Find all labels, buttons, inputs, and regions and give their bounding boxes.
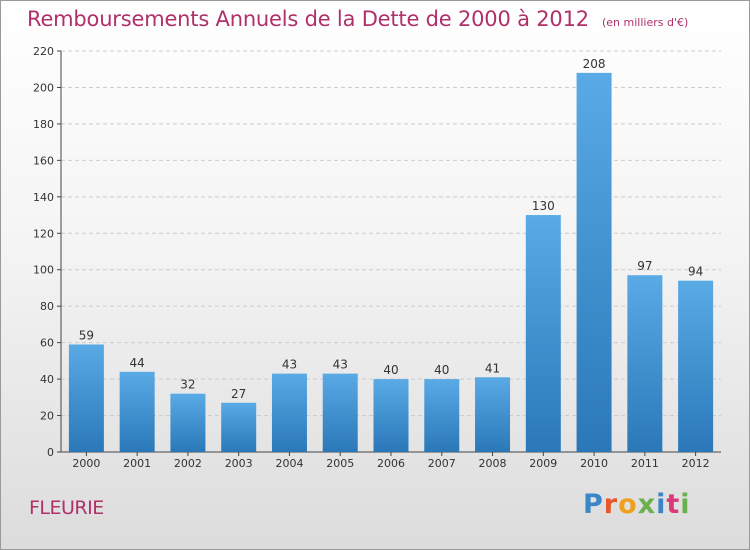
bar-2008: [475, 377, 511, 452]
y-tick-label: 200: [33, 81, 54, 94]
x-tick-label-2012: 2012: [682, 457, 710, 470]
y-tick-label: 80: [40, 300, 54, 313]
x-tick-label-2011: 2011: [631, 457, 659, 470]
x-tick-label-2000: 2000: [72, 457, 100, 470]
value-label-2008: 41: [485, 361, 500, 375]
value-label-2007: 40: [434, 363, 449, 377]
y-tick-label: 140: [33, 191, 54, 204]
title-row: Remboursements Annuels de la Dette de 20…: [27, 7, 688, 31]
value-label-2005: 43: [333, 358, 348, 372]
bar-2012: [678, 280, 714, 452]
y-tick-label: 40: [40, 373, 54, 386]
bar-2001: [119, 371, 155, 452]
x-tick-label-2007: 2007: [428, 457, 456, 470]
x-tick-label-2004: 2004: [275, 457, 303, 470]
x-tick-label-2005: 2005: [326, 457, 354, 470]
value-label-2011: 97: [637, 259, 652, 273]
value-label-2003: 27: [231, 387, 246, 401]
y-tick-label: 20: [40, 410, 54, 423]
value-label-2001: 44: [130, 356, 145, 370]
value-label-2004: 43: [282, 358, 297, 372]
x-tick-label-2010: 2010: [580, 457, 608, 470]
bar-2007: [424, 379, 460, 452]
logo-letter: i: [656, 489, 667, 520]
labels: 0 20 40 60 80 100 120 140 160 180 200 220 59 2000 44 20…: [33, 45, 710, 470]
logo-letter: i: [680, 489, 691, 520]
bar-2011: [627, 275, 663, 452]
y-tick-label: 160: [33, 154, 54, 167]
x-tick-label-2009: 2009: [529, 457, 557, 470]
value-label-2010: 208: [583, 57, 606, 71]
x-tick-label-2003: 2003: [225, 457, 253, 470]
y-tick-label: 120: [33, 227, 54, 240]
logo-letter: P: [583, 489, 604, 520]
value-label-2002: 32: [180, 378, 195, 392]
chart-title: Remboursements Annuels de la Dette de 20…: [27, 7, 589, 31]
y-tick-label: 100: [33, 264, 54, 277]
bar-2005: [322, 373, 358, 452]
logo-letter: t: [666, 489, 681, 520]
bar-2000: [68, 344, 104, 452]
x-tick-label-2008: 2008: [479, 457, 507, 470]
logo-letter: x: [637, 489, 657, 520]
bar-2003: [221, 402, 257, 452]
commune-name: FLEURIE: [29, 497, 104, 519]
x-tick-label-2002: 2002: [174, 457, 202, 470]
y-tick-label: 0: [47, 446, 54, 459]
value-label-2006: 40: [383, 363, 398, 377]
bar-2002: [170, 393, 206, 452]
bar-2009: [525, 215, 561, 452]
chart-subtitle: (en milliers d'€): [602, 16, 689, 29]
bar-2006: [373, 379, 409, 452]
bars: [68, 72, 714, 452]
logo-letter: o: [618, 489, 638, 520]
y-tick-label: 180: [33, 118, 54, 131]
bar-2004: [271, 373, 307, 452]
value-label-2012: 94: [688, 265, 703, 279]
value-label-2009: 130: [532, 199, 555, 213]
y-tick-label: 220: [33, 45, 54, 58]
proxiti-logo: Proxiti: [583, 489, 691, 520]
value-label-2000: 59: [79, 328, 94, 342]
x-tick-label-2006: 2006: [377, 457, 405, 470]
y-tick-label: 60: [40, 337, 54, 350]
logo-letter: r: [603, 489, 619, 520]
bar-2010: [576, 72, 612, 452]
x-tick-label-2001: 2001: [123, 457, 151, 470]
grid-lines: [61, 50, 721, 417]
